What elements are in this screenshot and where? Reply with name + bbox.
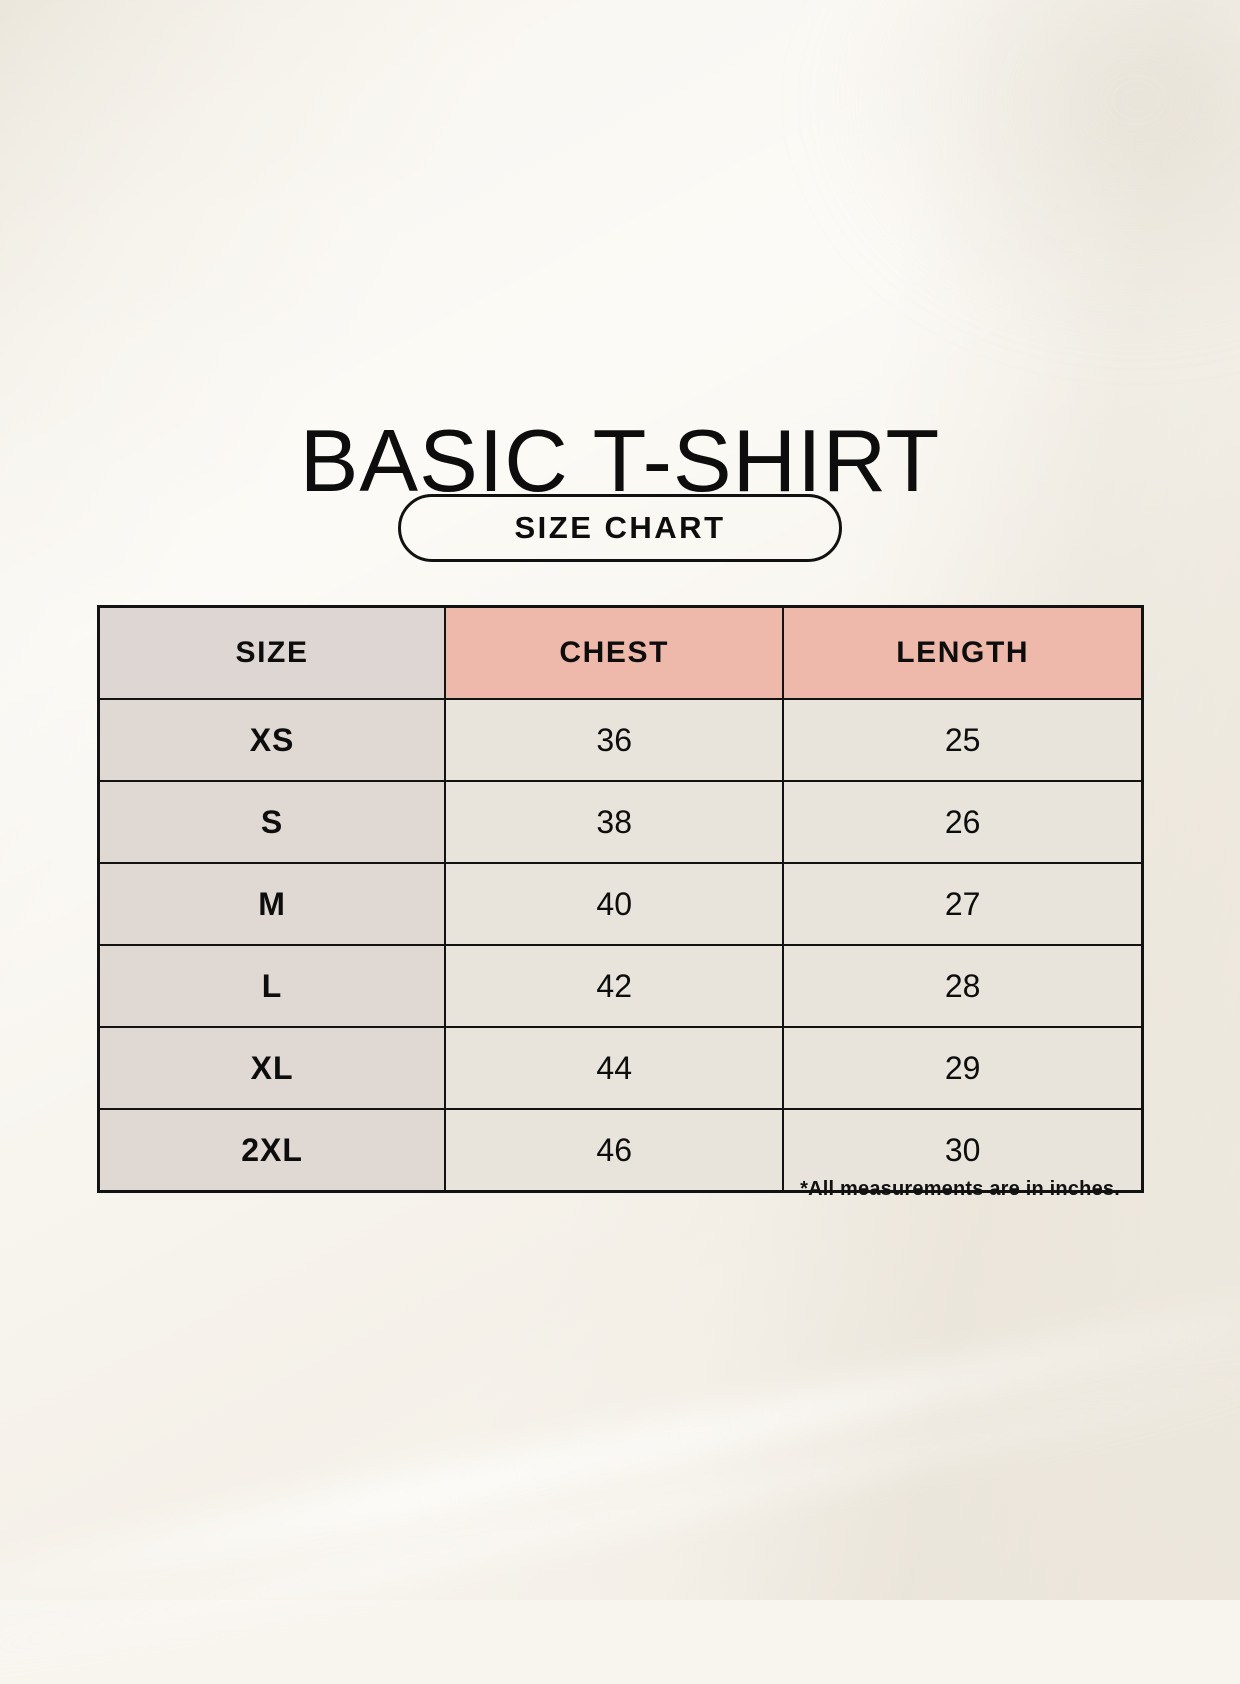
table-header: SIZE CHEST LENGTH <box>97 605 1144 700</box>
table-row: L 42 28 <box>97 944 1144 1028</box>
table-row: XS 36 25 <box>97 698 1144 782</box>
background-light-streak-1 <box>0 1275 1240 1631</box>
cell-chest: 36 <box>444 698 785 782</box>
column-header-size: SIZE <box>97 605 447 700</box>
background-light-streak-2 <box>0 1345 1240 1684</box>
cell-size: L <box>97 944 447 1028</box>
page-title: BASIC T-SHIRT <box>299 410 941 510</box>
cell-length: 29 <box>782 1026 1144 1110</box>
badge-container: SIZE CHART <box>0 494 1240 562</box>
background-corner-shadow <box>800 0 1240 360</box>
table-header-row: SIZE CHEST LENGTH <box>97 605 1144 700</box>
cell-chest: 44 <box>444 1026 785 1110</box>
cell-chest: 42 <box>444 944 785 1028</box>
cell-size: 2XL <box>97 1108 447 1193</box>
measurement-footnote: *All measurements are in inches. <box>800 1178 1120 1200</box>
cell-size: S <box>97 780 447 864</box>
table-body: XS 36 25 S 38 26 M 40 27 L 42 28 <box>97 698 1144 1193</box>
column-header-chest: CHEST <box>444 605 785 700</box>
cell-length: 30 <box>782 1108 1144 1193</box>
cell-length: 27 <box>782 862 1144 946</box>
size-table-container: SIZE CHEST LENGTH XS 36 25 S 38 26 M <box>97 605 1144 1193</box>
table-row: S 38 26 <box>97 780 1144 864</box>
size-chart-badge: SIZE CHART <box>398 494 842 562</box>
size-chart-table: SIZE CHEST LENGTH XS 36 25 S 38 26 M <box>97 605 1144 1193</box>
cell-size: XL <box>97 1026 447 1110</box>
cell-length: 28 <box>782 944 1144 1028</box>
table-row: M 40 27 <box>97 862 1144 946</box>
cell-size: M <box>97 862 447 946</box>
table-row: 2XL 46 30 <box>97 1108 1144 1193</box>
cell-length: 25 <box>782 698 1144 782</box>
cell-chest: 46 <box>444 1108 785 1193</box>
cell-chest: 38 <box>444 780 785 864</box>
table-row: XL 44 29 <box>97 1026 1144 1110</box>
column-header-length: LENGTH <box>782 605 1144 700</box>
cell-length: 26 <box>782 780 1144 864</box>
cell-chest: 40 <box>444 862 785 946</box>
cell-size: XS <box>97 698 447 782</box>
